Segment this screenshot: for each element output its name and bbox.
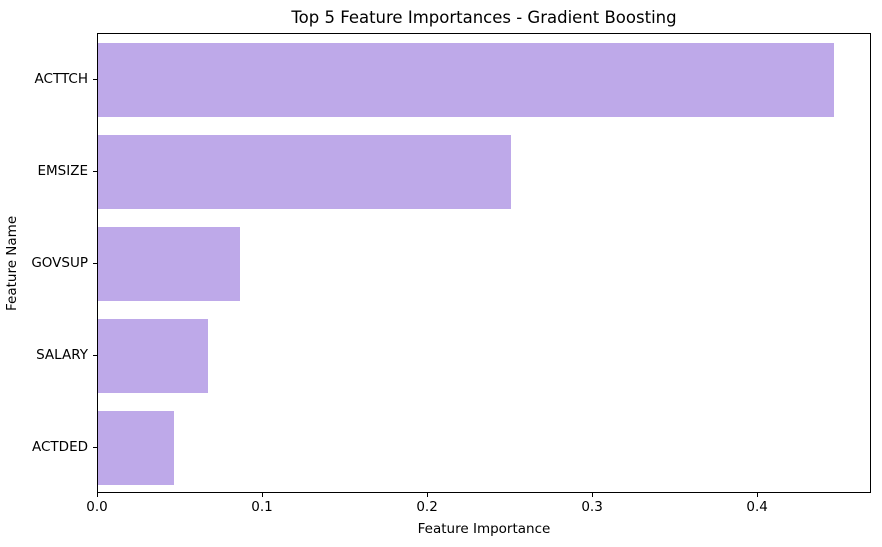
x-tick-label-0.1: 0.1 <box>251 499 273 515</box>
y-tick-mark <box>93 447 97 448</box>
y-tick-label-emsize: EMSIZE <box>37 163 88 179</box>
x-tick-mark <box>757 493 759 497</box>
bar-acttch <box>98 43 834 117</box>
x-tick-mark <box>427 493 429 497</box>
x-tick-label-0.3: 0.3 <box>581 499 603 515</box>
y-tick-label-salary: SALARY <box>36 347 88 363</box>
x-tick-label-0.4: 0.4 <box>746 499 768 515</box>
y-tick-label-acttch: ACTTCH <box>34 71 88 87</box>
chart-title: Top 5 Feature Importances - Gradient Boo… <box>291 8 677 27</box>
x-tick-mark <box>97 493 98 497</box>
y-tick-mark <box>93 355 97 356</box>
plot-area <box>97 33 871 493</box>
bar-govsup <box>98 227 240 301</box>
y-tick-mark <box>93 263 97 264</box>
bar-emsize <box>98 135 512 209</box>
x-tick-mark <box>262 493 264 497</box>
bar-actded <box>98 411 174 485</box>
x-tick-label-0.0: 0.0 <box>86 499 108 515</box>
y-tick-mark <box>93 79 97 80</box>
x-tick-mark <box>592 493 594 497</box>
y-tick-label-govsup: GOVSUP <box>31 255 88 271</box>
bar-salary <box>98 319 209 393</box>
y-tick-label-actded: ACTDED <box>32 439 88 455</box>
x-axis-label: Feature Importance <box>417 521 551 537</box>
y-tick-mark <box>93 171 97 172</box>
x-tick-label-0.2: 0.2 <box>416 499 438 515</box>
